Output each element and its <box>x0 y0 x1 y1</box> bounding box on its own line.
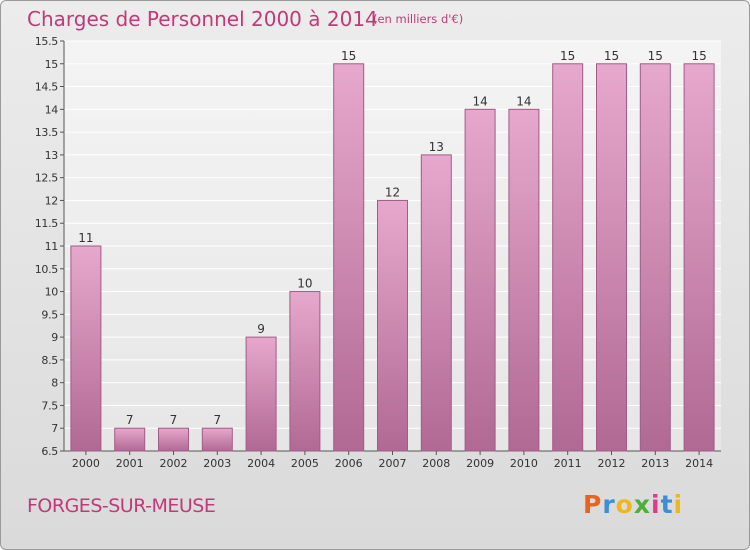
chart-subtitle: (en milliers d'€) <box>373 12 464 26</box>
data-label: 14 <box>516 94 531 108</box>
bar <box>289 291 321 452</box>
logo-letter: r <box>602 490 616 519</box>
data-label: 15 <box>560 49 575 63</box>
bar <box>158 427 189 452</box>
bar <box>552 63 584 452</box>
logo-letter: P <box>583 490 603 519</box>
bar <box>333 63 365 452</box>
data-label: 15 <box>691 49 706 63</box>
data-label: 14 <box>472 94 487 108</box>
x-tick-label: 2002 <box>160 457 188 470</box>
y-tick-label: 10 <box>45 286 59 299</box>
y-tick-label: 15 <box>45 58 59 71</box>
y-tick-label: 12.5 <box>35 172 59 185</box>
y-tick-label: 11 <box>45 240 58 253</box>
logo-letter: t <box>660 490 674 519</box>
data-label: 9 <box>257 322 265 336</box>
x-tick-label: 2003 <box>203 457 231 470</box>
y-tick-label: 12 <box>45 194 58 207</box>
y-tick-label: 7 <box>51 422 58 435</box>
bar <box>683 63 715 452</box>
y-tick-label: 9 <box>51 331 58 344</box>
bar <box>377 199 408 452</box>
data-label: 10 <box>297 277 312 291</box>
x-tick-label: 2013 <box>641 457 669 470</box>
x-tick-label: 2005 <box>291 457 319 470</box>
data-label: 15 <box>341 49 356 63</box>
x-tick-label: 2011 <box>554 457 582 470</box>
commune-name: FORGES-SUR-MEUSE <box>27 495 216 517</box>
y-tick-label: 14 <box>45 103 59 116</box>
x-tick-label: 2010 <box>510 457 538 470</box>
bar <box>245 336 277 452</box>
data-label: 7 <box>213 413 221 427</box>
bar <box>464 108 496 452</box>
y-tick-label: 6.5 <box>41 445 58 458</box>
y-tick-label: 11.5 <box>35 217 59 230</box>
x-tick-label: 2009 <box>466 457 494 470</box>
data-label: 15 <box>648 49 663 63</box>
bar <box>596 63 627 452</box>
x-tick-label: 2000 <box>72 457 100 470</box>
proxiti-logo: Proxiti <box>583 490 683 519</box>
x-tick-label: 2007 <box>379 457 407 470</box>
y-tick-label: 15.5 <box>35 35 59 48</box>
bar <box>114 427 146 452</box>
data-label: 11 <box>78 231 93 245</box>
logo-letter: o <box>615 490 634 519</box>
bar <box>508 108 540 452</box>
y-tick-label: 7.5 <box>41 399 58 412</box>
logo-letter: i <box>673 490 684 519</box>
data-label: 13 <box>429 140 444 154</box>
x-tick-label: 2008 <box>422 457 450 470</box>
chart-title: Charges de Personnel 2000 à 2014 <box>27 7 378 31</box>
logo-letter: x <box>633 490 651 519</box>
y-tick-label: 14.5 <box>35 81 59 94</box>
data-label: 7 <box>170 413 178 427</box>
bar <box>639 63 671 452</box>
y-tick-label: 13 <box>45 149 59 162</box>
x-tick-label: 2006 <box>335 457 363 470</box>
x-tick-label: 2014 <box>685 457 713 470</box>
data-label: 15 <box>604 49 619 63</box>
bar <box>70 245 102 452</box>
bar <box>420 154 452 452</box>
x-tick-label: 2004 <box>247 457 275 470</box>
y-tick-label: 13.5 <box>35 126 59 139</box>
y-tick-label: 8 <box>51 377 58 390</box>
logo-letter: i <box>651 490 661 519</box>
y-tick-label: 8.5 <box>41 354 58 367</box>
x-tick-label: 2012 <box>598 457 626 470</box>
data-label: 7 <box>126 413 134 427</box>
bar <box>201 427 233 452</box>
data-label: 12 <box>385 185 400 199</box>
y-tick-label: 10.5 <box>35 263 59 276</box>
x-tick-label: 2001 <box>116 457 144 470</box>
y-tick-label: 9.5 <box>41 308 58 321</box>
